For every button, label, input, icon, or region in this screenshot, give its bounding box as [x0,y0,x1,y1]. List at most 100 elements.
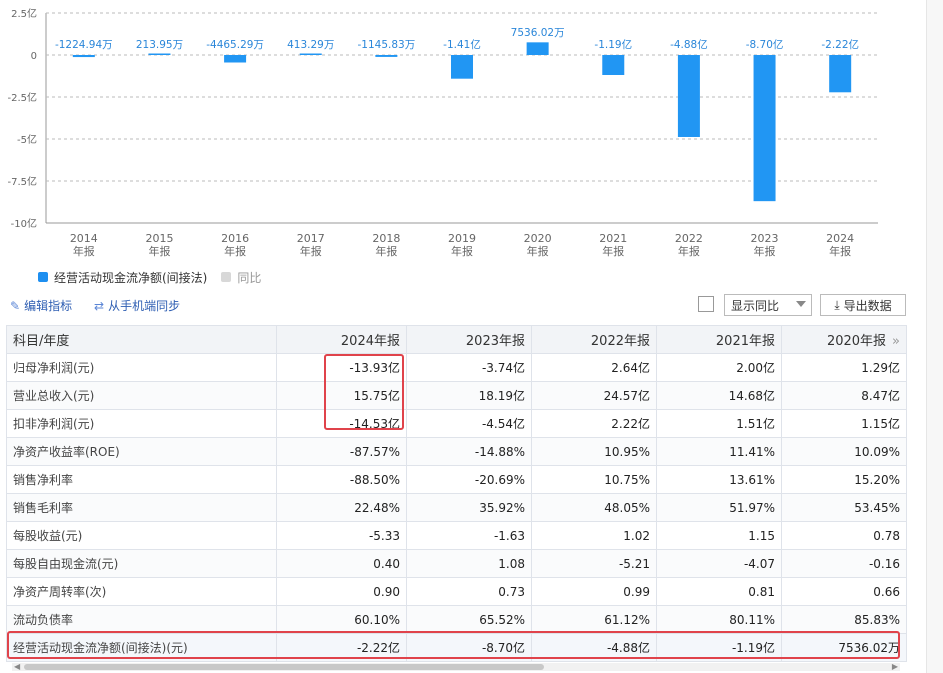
header-subject-year: 科目/年度 [6,325,277,354]
x-tick-label-year: 2021 [599,232,627,245]
table-cell: 8.47亿 [781,381,907,410]
pencil-icon: ✎ [10,298,21,313]
financial-indicators-table: 科目/年度 2024年报 2023年报 2022年报 2021年报 2020年报… [6,325,907,662]
legend-label-yoy: 同比 [237,270,262,285]
bar[interactable] [451,55,473,79]
header-col-2024[interactable]: 2024年报 [276,325,407,354]
x-tick-label-report: 年报 [148,244,170,258]
table-cell: 15.75亿 [276,381,407,410]
bar[interactable] [829,55,852,93]
table-row: 销售毛利率 22.48% 35.92% 48.05% 51.97% 53.45% [6,493,907,522]
table-cell: 10.09% [781,437,907,466]
show-yoy-select[interactable]: 显示同比 [724,294,812,316]
sync-mobile-link[interactable]: ⇄ 从手机端同步 [94,297,180,314]
show-yoy-checkbox[interactable] [698,296,714,312]
y-tick-label: 0 [31,51,37,62]
bar[interactable] [602,55,625,75]
bar[interactable] [375,55,398,57]
x-tick-label-year: 2019 [448,232,476,245]
table-cell: 53.45% [781,493,907,522]
table-cell: 15.20% [781,465,907,494]
table-cell: 1.08 [406,549,532,578]
download-icon: ⤓ [834,297,840,312]
x-tick-label-report: 年报 [451,244,473,258]
table-cell: -4.54亿 [406,409,532,438]
chart-legend: 经营活动现金流净额(间接法) 同比 [38,268,275,286]
bar[interactable] [526,42,549,55]
data-label: -1.19亿 [594,38,632,51]
table-cell: 85.83% [781,605,907,634]
data-label: -1224.94万 [55,39,113,51]
data-label: -1145.83万 [358,39,416,51]
scroll-left-icon[interactable]: ◀ [14,662,21,671]
x-tick-label-report: 年报 [300,244,322,258]
x-tick-label-report: 年报 [829,244,851,258]
header-col-2023[interactable]: 2023年报 [406,325,532,354]
x-tick-label-report: 年报 [375,244,397,258]
legend-item-yoy[interactable]: 同比 [221,269,261,286]
data-label: -1.41亿 [443,38,481,51]
table-cell: -8.70亿 [406,633,532,662]
table-row: 净资产周转率(次) 0.90 0.73 0.99 0.81 0.66 [6,577,907,606]
horizontal-scrollbar-thumb[interactable] [24,664,544,670]
table-cell: 0.90 [276,577,407,606]
table-cell: -87.57% [276,437,407,466]
x-tick-label-year: 2024 [826,232,854,245]
x-tick-label-report: 年报 [678,244,700,258]
x-tick-label-year: 2023 [751,232,779,245]
scroll-right-icon[interactable]: ▶ [891,662,898,671]
legend-item-cash-flow[interactable]: 经营活动现金流净额(间接法) [38,269,207,286]
legend-swatch-yoy [221,272,232,282]
bar[interactable] [72,55,95,58]
table-cell: 1.29亿 [781,353,907,382]
bar[interactable] [753,55,776,202]
y-tick-label: -10亿 [11,217,37,230]
y-tick-label: -7.5亿 [7,175,37,188]
table-cell: 0.73 [406,577,532,606]
legend-swatch-cash-flow [38,272,48,282]
bar[interactable] [148,53,171,56]
edit-metrics-link[interactable]: ✎ 编辑指标 [10,297,72,314]
table-cell: 18.19亿 [406,381,532,410]
table-cell: -13.93亿 [276,353,407,382]
table-cell: 65.52% [406,605,532,634]
vertical-scrollbar[interactable] [926,0,943,673]
bar[interactable] [299,53,322,56]
edit-metrics-label: 编辑指标 [24,299,73,313]
table-header-row: 科目/年度 2024年报 2023年报 2022年报 2021年报 2020年报… [6,325,907,354]
row-label: 销售毛利率 [6,493,277,522]
bar[interactable] [224,55,247,63]
double-chevron-right-icon[interactable]: » [892,334,900,349]
x-tick-label-year: 2015 [145,232,173,245]
table-cell: 10.95% [531,437,657,466]
table-cell: 1.51亿 [656,409,782,438]
header-col-2021[interactable]: 2021年报 [656,325,782,354]
row-label: 归母净利润(元) [6,353,277,382]
data-label: -2.22亿 [821,38,859,51]
row-label: 净资产周转率(次) [6,577,277,606]
row-label: 经营活动现金流净额(间接法)(元) [6,633,277,662]
table-cell: 61.12% [531,605,657,634]
data-label: -8.70亿 [746,38,784,51]
table-cell: 0.99 [531,577,657,606]
header-col-2020[interactable]: 2020年报 » [781,325,907,354]
table-cell: 22.48% [276,493,407,522]
table-cell: 1.02 [531,521,657,550]
data-label: 7536.02万 [511,27,565,39]
row-label: 每股收益(元) [6,521,277,550]
export-data-button[interactable]: ⤓ 导出数据 [820,294,906,316]
table-cell: -1.19亿 [656,633,782,662]
horizontal-scrollbar[interactable]: ◀ ▶ [12,663,900,671]
x-tick-label-year: 2020 [524,232,552,245]
table-cell: 7536.02万 [781,633,907,662]
table-cell: 14.68亿 [656,381,782,410]
table-cell: 1.15亿 [781,409,907,438]
header-col-2022[interactable]: 2022年报 [531,325,657,354]
bar[interactable] [677,55,700,137]
data-label: -4465.29万 [206,39,264,51]
table-cell: 24.57亿 [531,381,657,410]
row-label: 每股自由现金流(元) [6,549,277,578]
table-toolbar: ✎ 编辑指标 ⇄ 从手机端同步 显示同比 ⤓ 导出数据 [0,294,943,318]
table-cell: 0.40 [276,549,407,578]
chevron-down-icon [796,301,806,307]
